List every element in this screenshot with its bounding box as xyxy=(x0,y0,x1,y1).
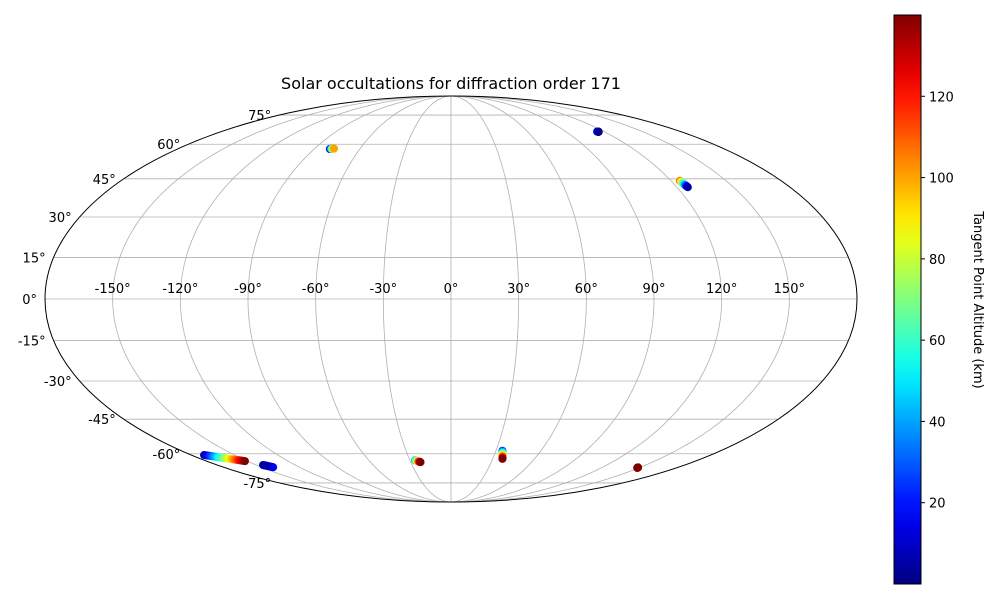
y-tick-label: 15° xyxy=(23,251,46,266)
y-tick-label: -30° xyxy=(44,375,72,390)
y-tick-labels: -75° -60° -45° -30° -15° 0° 15° 30° 45° 60° 75° xyxy=(18,109,271,492)
meridian-gridline xyxy=(179,96,452,502)
map-boundary xyxy=(44,95,858,503)
x-tick-label: 30° xyxy=(507,282,530,297)
occultation-points xyxy=(200,127,692,472)
x-tick-labels: -150° -120° -90° -60° -30° 0° 30° 60° 90° 120° 150… xyxy=(95,282,805,297)
graticule-grid xyxy=(45,96,857,502)
y-tick-label: 30° xyxy=(49,211,72,226)
x-tick-label: 150° xyxy=(774,282,805,297)
y-tick-label: -75° xyxy=(243,477,271,492)
y-tick-label: 0° xyxy=(22,293,37,308)
occultation-point xyxy=(240,457,249,466)
y-tick-label: 45° xyxy=(93,173,116,188)
meridian-gridline xyxy=(450,96,790,502)
colorbar-tick-label: 60 xyxy=(929,334,946,349)
y-tick-label: -45° xyxy=(88,413,116,428)
y-tick-label: 75° xyxy=(248,109,271,124)
x-tick-label: -30° xyxy=(369,282,397,297)
x-tick-label: 0° xyxy=(444,282,459,297)
meridian-gridline xyxy=(382,96,452,502)
meridian-gridline xyxy=(112,96,452,502)
x-tick-label: -120° xyxy=(162,282,198,297)
occultation-point xyxy=(594,127,603,136)
colorbar-tick-label: 80 xyxy=(929,253,946,268)
x-tick-label: 120° xyxy=(706,282,737,297)
colorbar-ticks: 20 40 60 80 100 120 xyxy=(921,90,954,512)
colorbar-fill xyxy=(893,14,922,585)
x-tick-label: -60° xyxy=(302,282,330,297)
occultation-point xyxy=(633,463,642,472)
x-tick-label: 90° xyxy=(642,282,665,297)
y-tick-label: -60° xyxy=(153,448,181,463)
chart-title: Solar occultations for diffraction order… xyxy=(281,74,621,93)
colorbar-tick-label: 20 xyxy=(929,497,946,512)
meridian-gridline xyxy=(247,96,452,502)
occultation-point xyxy=(330,144,339,153)
x-tick-label: -150° xyxy=(95,282,131,297)
y-tick-label: 60° xyxy=(157,138,180,153)
colorbar: 20 40 60 80 100 120 Tangent Point Altitude (k… xyxy=(893,14,985,585)
meridian-gridline xyxy=(450,96,723,502)
y-tick-label: -15° xyxy=(18,335,46,350)
colorbar-tick-label: 40 xyxy=(929,415,946,430)
occultation-point xyxy=(498,454,507,463)
x-tick-label: -90° xyxy=(234,282,262,297)
meridian-gridline xyxy=(315,96,452,502)
occultation-point xyxy=(259,461,268,470)
colorbar-label: Tangent Point Altitude (km) xyxy=(970,210,985,388)
colorbar-tick-label: 100 xyxy=(929,172,954,187)
occultation-point xyxy=(683,183,692,192)
occultation-point xyxy=(416,458,425,467)
x-tick-label: 60° xyxy=(575,282,598,297)
meridian-gridline xyxy=(450,96,587,502)
meridian-gridline xyxy=(450,96,520,502)
colorbar-tick-label: 120 xyxy=(929,90,954,105)
meridian-gridline xyxy=(450,96,655,502)
